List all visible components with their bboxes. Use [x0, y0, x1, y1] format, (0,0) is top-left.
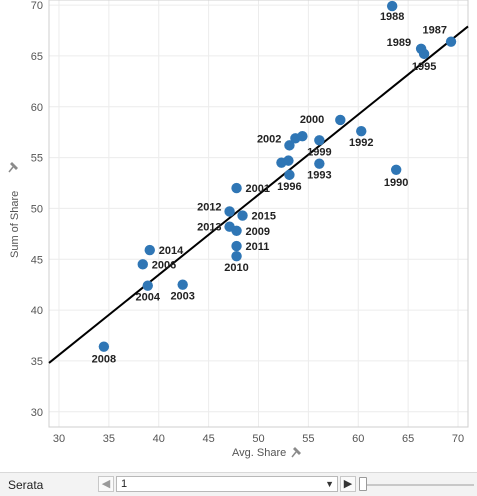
data-point[interactable] — [224, 206, 235, 217]
point-label: 2010 — [224, 262, 248, 274]
point-label: 2015 — [252, 211, 276, 223]
x-tick-label: 60 — [352, 433, 364, 445]
chevron-left-icon: ◀ — [101, 478, 111, 490]
point-label: 1990 — [384, 177, 408, 189]
dropdown-selected-value: 1 — [121, 478, 128, 490]
data-point[interactable] — [142, 280, 153, 291]
point-label: 2012 — [197, 201, 221, 213]
y-tick-label: 60 — [31, 102, 43, 114]
chevron-down-icon: ▼ — [325, 479, 334, 489]
data-points — [98, 0, 457, 352]
y-tick-label: 30 — [31, 407, 43, 419]
data-point[interactable] — [445, 36, 457, 47]
x-tick-label: 40 — [153, 433, 165, 445]
data-point[interactable] — [284, 169, 295, 181]
data-point[interactable] — [284, 140, 295, 151]
data-point[interactable] — [231, 240, 242, 252]
y-tick-label: 50 — [31, 203, 43, 215]
slider-track[interactable] — [362, 484, 474, 486]
previous-button[interactable]: ◀ — [98, 476, 114, 492]
y-tick-label: 55 — [31, 153, 43, 165]
point-label: 1992 — [349, 137, 373, 149]
chevron-right-icon: ▶ — [343, 478, 353, 490]
point-label: 2004 — [136, 292, 161, 304]
x-axis-title: Avg. Share — [232, 447, 286, 459]
filter-label: Serata — [8, 478, 44, 492]
point-label: 2000 — [300, 114, 324, 126]
data-point[interactable] — [283, 155, 294, 166]
point-label: 2014 — [159, 245, 184, 257]
grid-lines — [49, 0, 468, 427]
filter-bar: Serata ◀ 1 ▼ ▶ — [0, 472, 477, 496]
trend-line — [48, 25, 469, 364]
scatter-chart: 30 35 40 45 50 55 60 65 70 30 35 40 45 50 55 60 65 70 198… — [8, 0, 469, 459]
data-point[interactable] — [335, 114, 346, 126]
data-point[interactable] — [356, 125, 367, 137]
point-label: 1988 — [380, 11, 404, 23]
next-button[interactable]: ▶ — [340, 476, 356, 492]
data-point[interactable] — [386, 0, 398, 12]
serata-dropdown[interactable]: 1 ▼ — [116, 476, 338, 492]
x-tick-label: 50 — [252, 433, 264, 445]
point-label: 1989 — [387, 37, 411, 49]
y-tick-label: 45 — [31, 254, 43, 266]
y-tick-label: 40 — [31, 305, 43, 317]
data-point[interactable] — [314, 158, 325, 169]
data-point[interactable] — [98, 341, 110, 352]
y-axis-pin-icon[interactable] — [8, 162, 18, 173]
point-label: 1999 — [307, 146, 331, 158]
point-label: 1987 — [423, 25, 447, 37]
data-point[interactable] — [390, 164, 402, 175]
x-tick-label: 65 — [402, 433, 414, 445]
y-tick-label: 70 — [31, 0, 43, 12]
data-point[interactable] — [237, 210, 248, 221]
point-label: 2003 — [170, 291, 194, 303]
point-label: 2001 — [246, 183, 270, 195]
point-label: 1996 — [277, 181, 301, 193]
data-point[interactable] — [418, 48, 430, 60]
axis-ticks: 30 35 40 45 50 55 60 65 70 30 35 40 45 50 55 60 65 70 — [31, 0, 464, 445]
data-point[interactable] — [177, 279, 188, 290]
x-tick-label: 30 — [53, 433, 65, 445]
data-point[interactable] — [137, 259, 148, 270]
x-axis-pin-icon[interactable] — [291, 447, 301, 458]
point-label: 2013 — [197, 222, 221, 234]
x-tick-label: 70 — [452, 433, 464, 445]
y-tick-label: 35 — [31, 356, 43, 368]
data-point[interactable] — [231, 182, 242, 194]
x-tick-label: 55 — [302, 433, 314, 445]
point-label: 2006 — [152, 259, 176, 271]
plot-area-border — [48, 0, 469, 428]
data-point[interactable] — [144, 244, 155, 256]
point-label: 2011 — [246, 241, 270, 253]
point-label: 2002 — [257, 133, 281, 145]
x-tick-label: 45 — [202, 433, 214, 445]
point-label: 1995 — [412, 61, 436, 73]
point-label: 2009 — [246, 226, 270, 238]
point-label: 1993 — [307, 170, 331, 182]
x-tick-label: 35 — [103, 433, 115, 445]
data-point[interactable] — [231, 225, 242, 236]
point-label: 2008 — [92, 354, 116, 366]
data-point[interactable] — [231, 251, 242, 262]
data-point[interactable] — [314, 135, 325, 146]
y-tick-label: 65 — [31, 51, 43, 63]
slider-thumb[interactable] — [359, 477, 367, 491]
data-point[interactable] — [297, 131, 308, 142]
y-axis-title: Sum of Share — [9, 191, 21, 258]
